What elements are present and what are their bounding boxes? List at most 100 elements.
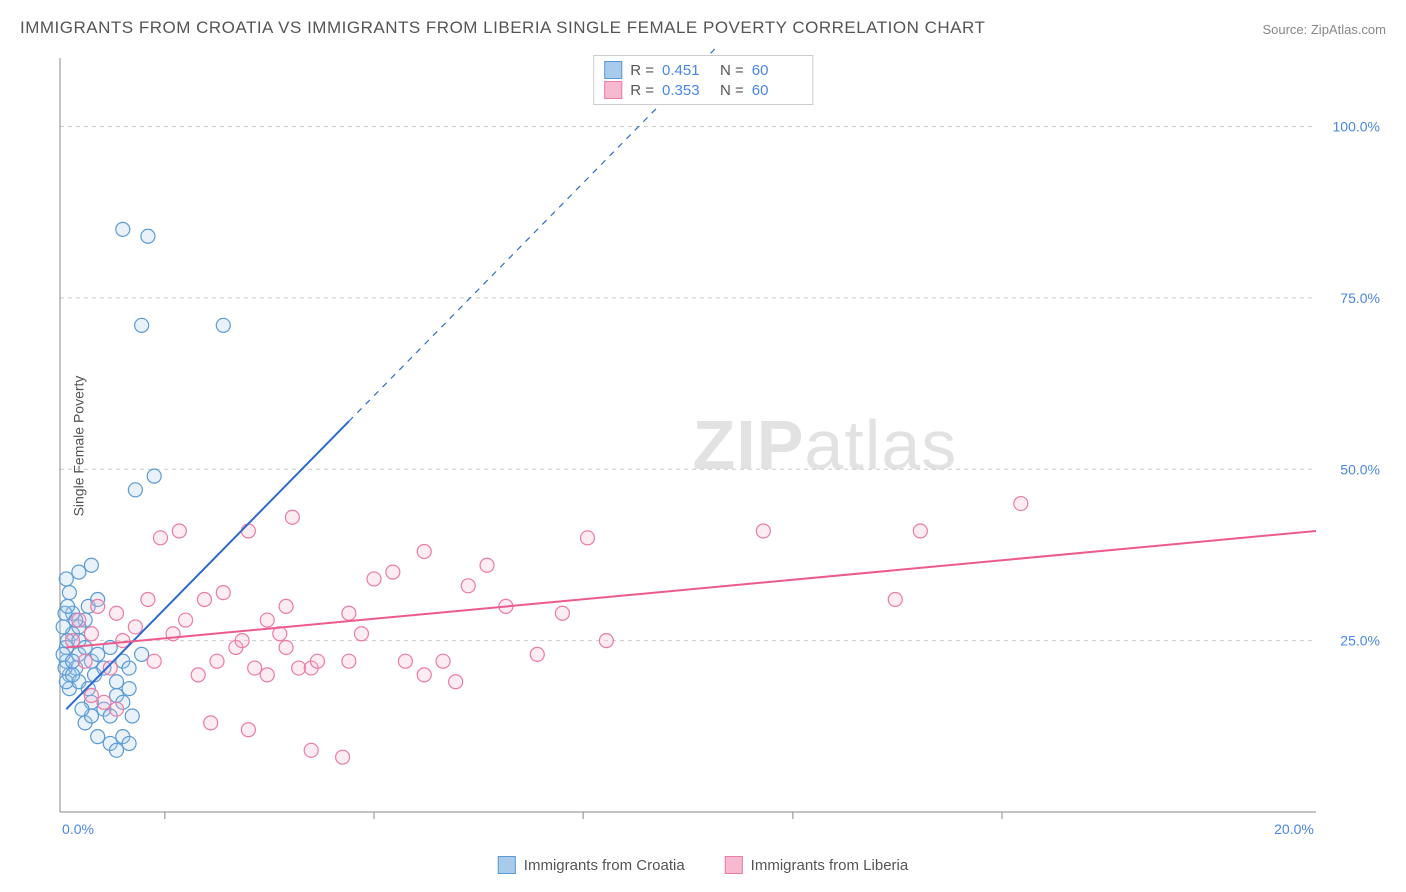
- legend-label: Immigrants from Croatia: [524, 857, 685, 874]
- data-point: [122, 682, 136, 696]
- data-point: [210, 654, 224, 668]
- r-label: R =: [630, 62, 654, 79]
- legend-swatch: [498, 856, 516, 874]
- source-link[interactable]: ZipAtlas.com: [1311, 22, 1386, 37]
- n-value: 60: [752, 62, 802, 79]
- data-point: [436, 654, 450, 668]
- data-point: [530, 647, 544, 661]
- data-point: [141, 593, 155, 607]
- data-point: [581, 531, 595, 545]
- data-point: [141, 229, 155, 243]
- data-point: [888, 593, 902, 607]
- data-point: [367, 572, 381, 586]
- data-point: [72, 565, 86, 579]
- data-point: [128, 483, 142, 497]
- data-point: [135, 318, 149, 332]
- data-point: [122, 661, 136, 675]
- svg-text:75.0%: 75.0%: [1340, 290, 1380, 306]
- svg-text:0.0%: 0.0%: [62, 821, 94, 837]
- legend-swatch: [604, 81, 622, 99]
- data-point: [125, 709, 139, 723]
- data-point: [110, 743, 124, 757]
- data-point: [216, 318, 230, 332]
- data-point: [122, 736, 136, 750]
- legend-swatch: [604, 61, 622, 79]
- r-value: 0.451: [662, 62, 712, 79]
- data-point: [354, 627, 368, 641]
- data-point: [66, 668, 80, 682]
- svg-text:50.0%: 50.0%: [1340, 461, 1380, 477]
- data-point: [78, 640, 92, 654]
- data-point: [191, 668, 205, 682]
- data-point: [417, 668, 431, 682]
- data-point: [56, 620, 70, 634]
- data-point: [285, 510, 299, 524]
- data-point: [147, 654, 161, 668]
- data-point: [336, 750, 350, 764]
- trend-line: [66, 531, 1316, 648]
- legend-item: Immigrants from Liberia: [725, 856, 909, 874]
- data-point: [480, 558, 494, 572]
- data-point: [72, 613, 86, 627]
- data-point: [61, 599, 75, 613]
- data-point: [179, 613, 193, 627]
- data-point: [110, 606, 124, 620]
- data-point: [91, 730, 105, 744]
- data-point: [84, 627, 98, 641]
- data-point: [153, 531, 167, 545]
- data-point: [241, 723, 255, 737]
- data-point: [62, 586, 76, 600]
- data-point: [555, 606, 569, 620]
- data-point: [310, 654, 324, 668]
- data-point: [241, 524, 255, 538]
- n-label: N =: [720, 82, 744, 99]
- svg-text:25.0%: 25.0%: [1340, 633, 1380, 649]
- data-point: [216, 586, 230, 600]
- data-point: [197, 593, 211, 607]
- data-point: [204, 716, 218, 730]
- data-point: [75, 702, 89, 716]
- data-point: [116, 222, 130, 236]
- n-value: 60: [752, 82, 802, 99]
- data-point: [147, 469, 161, 483]
- data-point: [260, 668, 274, 682]
- data-point: [913, 524, 927, 538]
- stats-legend-row: R = 0.353 N = 60: [604, 80, 802, 100]
- data-point: [461, 579, 475, 593]
- stats-legend-row: R = 0.451 N = 60: [604, 60, 802, 80]
- svg-text:100.0%: 100.0%: [1333, 119, 1380, 135]
- data-point: [172, 524, 186, 538]
- svg-text:20.0%: 20.0%: [1274, 821, 1314, 837]
- data-point: [248, 661, 262, 675]
- data-point: [292, 661, 306, 675]
- chart-area: 25.0%50.0%75.0%100.0%0.0%20.0% ZIPatlas: [50, 48, 1386, 842]
- data-point: [59, 572, 73, 586]
- legend-item: Immigrants from Croatia: [498, 856, 685, 874]
- data-point: [386, 565, 400, 579]
- data-point: [97, 695, 111, 709]
- data-point: [235, 634, 249, 648]
- data-point: [342, 606, 356, 620]
- data-point: [110, 702, 124, 716]
- source-label: Source:: [1262, 22, 1310, 37]
- data-point: [599, 634, 613, 648]
- data-point: [260, 613, 274, 627]
- source-credit: Source: ZipAtlas.com: [1262, 22, 1386, 37]
- bottom-legend: Immigrants from Croatia Immigrants from L…: [498, 856, 908, 874]
- data-point: [91, 599, 105, 613]
- legend-swatch: [725, 856, 743, 874]
- data-point: [91, 647, 105, 661]
- n-label: N =: [720, 62, 744, 79]
- data-point: [398, 654, 412, 668]
- data-point: [756, 524, 770, 538]
- data-point: [449, 675, 463, 689]
- data-point: [110, 675, 124, 689]
- data-point: [279, 640, 293, 654]
- data-point: [279, 599, 293, 613]
- stats-legend: R = 0.451 N = 60 R = 0.353 N = 60: [593, 55, 813, 105]
- data-point: [1014, 497, 1028, 511]
- data-point: [78, 654, 92, 668]
- data-point: [84, 558, 98, 572]
- data-point: [128, 620, 142, 634]
- r-label: R =: [630, 82, 654, 99]
